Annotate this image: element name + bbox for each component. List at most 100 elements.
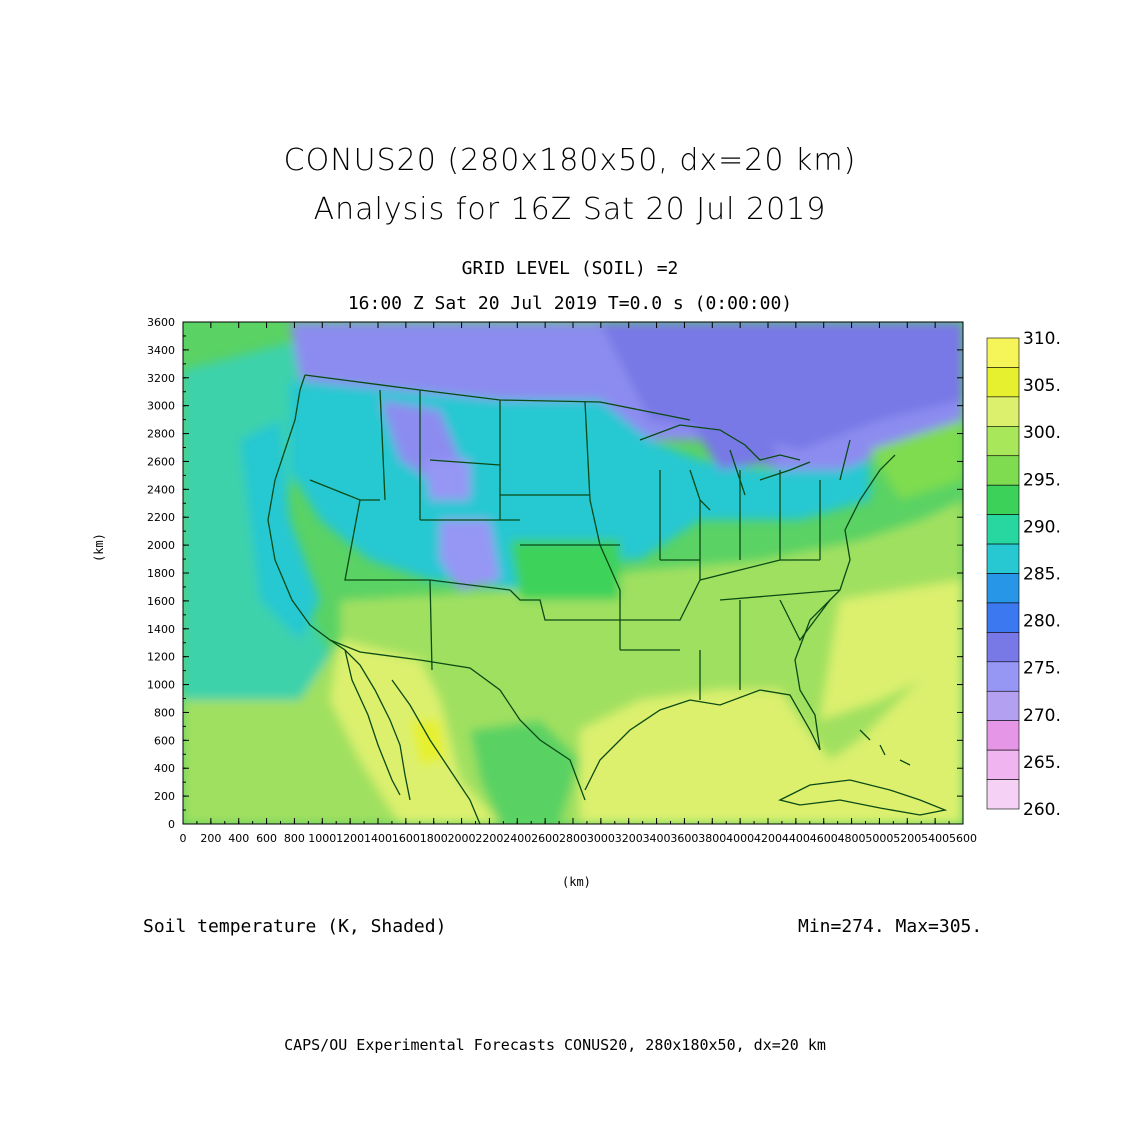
colorbar-bin [986, 632, 1020, 663]
colorbar-label: 280. [1023, 612, 1061, 632]
x-tick-label: 1800 [420, 832, 448, 845]
bahamas-islands [859, 729, 911, 766]
y-tick-label: 2000 [147, 539, 175, 552]
title-line-2: Analysis for 16Z Sat 20 Jul 2019 [313, 192, 827, 227]
colorbar-bin [986, 690, 1020, 721]
y-axis-unit: (km) [92, 533, 106, 562]
x-tick-label: 200 [200, 832, 221, 845]
x-tick-label: 3200 [615, 832, 643, 845]
x-tick-label: 5600 [949, 832, 977, 845]
y-tick-label: 3000 [147, 400, 175, 413]
x-tick-label: 2200 [475, 832, 503, 845]
x-tick-label: 4600 [810, 832, 838, 845]
field-description: Soil temperature (K, Shaded) [143, 916, 447, 937]
colorbar-bin [986, 720, 1020, 751]
canada-us-border [304, 374, 691, 421]
y-tick-label: 2600 [147, 455, 175, 468]
colorbar-bin [986, 337, 1020, 368]
colorbar-label: 310. [1023, 329, 1061, 349]
x-tick-label: 1600 [392, 832, 420, 845]
y-tick-label: 1000 [147, 679, 175, 692]
colorbar: 310. 305. 300. 295. 290. 285. 280. 275. 270. 265.… [986, 329, 1061, 820]
colorbar-bin [986, 543, 1020, 574]
x-tick-label: 800 [284, 832, 305, 845]
x-tick-label: 4400 [782, 832, 810, 845]
us-coastline-west [267, 374, 411, 801]
y-tick-label: 1800 [147, 567, 175, 580]
x-tick-label: 3000 [587, 832, 615, 845]
y-tick-label: 1200 [147, 651, 175, 664]
colorbar-label: 290. [1023, 517, 1061, 537]
colorbar-bin [986, 396, 1020, 427]
x-tick-label: 2800 [559, 832, 587, 845]
y-tick-label: 3600 [147, 316, 175, 329]
colorbar-bin [986, 455, 1020, 486]
colorbar-label: 285. [1023, 565, 1061, 585]
x-tick-label: 2000 [448, 832, 476, 845]
gulf-warm-region [580, 640, 963, 824]
colorbar-label: 265. [1023, 753, 1061, 773]
colorbar-label: 305. [1023, 376, 1061, 396]
colorbar-bin [986, 367, 1020, 398]
grid-level-label: GRID LEVEL (SOIL) =2 [461, 258, 679, 279]
y-tick-label: 800 [154, 706, 175, 719]
x-tick-label: 2600 [531, 832, 559, 845]
geographic-boundaries [267, 374, 948, 824]
colorbar-bin [986, 749, 1020, 780]
mexico-mainland-coast [391, 679, 481, 824]
y-tick-label: 200 [154, 790, 175, 803]
colorbar-label: 275. [1023, 659, 1061, 679]
colorbar-bin [986, 661, 1020, 692]
state-lines [309, 389, 851, 700]
y-tick-label: 2400 [147, 483, 175, 496]
us-mexico-border [329, 639, 586, 801]
x-tick-label: 3800 [698, 832, 726, 845]
x-tick-label: 3600 [670, 832, 698, 845]
colorbar-bin [986, 514, 1020, 545]
x-tick-label: 1400 [364, 832, 392, 845]
colorbar-label: 300. [1023, 423, 1061, 443]
x-tick-label: 3400 [643, 832, 671, 845]
y-tick-label: 1600 [147, 595, 175, 608]
x-tick-label: 1000 [308, 832, 336, 845]
y-tick-label: 0 [168, 818, 175, 831]
colorbar-bin [986, 779, 1020, 810]
x-tick-label: 5200 [893, 832, 921, 845]
y-tick-label: 600 [154, 734, 175, 747]
x-tick-label: 4800 [838, 832, 866, 845]
x-tick-label: 400 [228, 832, 249, 845]
y-tick-label: 3200 [147, 372, 175, 385]
colorbar-bin [986, 484, 1020, 515]
min-max-values: Min=274. Max=305. [798, 916, 983, 937]
gulf-coast [584, 454, 896, 791]
valid-time-label: 16:00 Z Sat 20 Jul 2019 T=0.0 s (0:00:00… [347, 293, 793, 314]
x-tick-label: 4000 [726, 832, 754, 845]
credits-line: CAPS/OU Experimental Forecasts CONUS20, … [284, 1036, 826, 1054]
soil-temperature-field [183, 322, 963, 824]
x-axis-ticks: 0 200 400 600 800 1000 1200 1400 1600 1800 2000 220… [180, 322, 977, 845]
x-tick-label: 2400 [503, 832, 531, 845]
y-axis-ticks: 0 200 400 600 800 1000 1200 1400 1600 1800 2000 220… [147, 316, 963, 831]
x-tick-label: 4200 [754, 832, 782, 845]
colorbar-bin [986, 426, 1020, 457]
x-tick-label: 5400 [921, 832, 949, 845]
baja-coast [344, 649, 401, 796]
title-line-1: CONUS20 (280x180x50, dx=20 km) [283, 143, 857, 178]
y-tick-label: 400 [154, 762, 175, 775]
colorbar-bin [986, 602, 1020, 633]
y-tick-label: 1400 [147, 623, 175, 636]
y-tick-label: 2800 [147, 428, 175, 441]
cuba-outline [778, 779, 948, 816]
colorbar-bin [986, 573, 1020, 604]
colorbar-label: 270. [1023, 706, 1061, 726]
x-tick-label: 600 [256, 832, 277, 845]
y-tick-label: 3400 [147, 344, 175, 357]
x-axis-unit: (km) [562, 875, 591, 889]
x-tick-label: 0 [180, 832, 187, 845]
x-tick-label: 5000 [865, 832, 893, 845]
colorbar-label: 260. [1023, 800, 1061, 820]
colorbar-label: 295. [1023, 470, 1061, 490]
y-tick-label: 2200 [147, 511, 175, 524]
x-tick-label: 1200 [336, 832, 364, 845]
